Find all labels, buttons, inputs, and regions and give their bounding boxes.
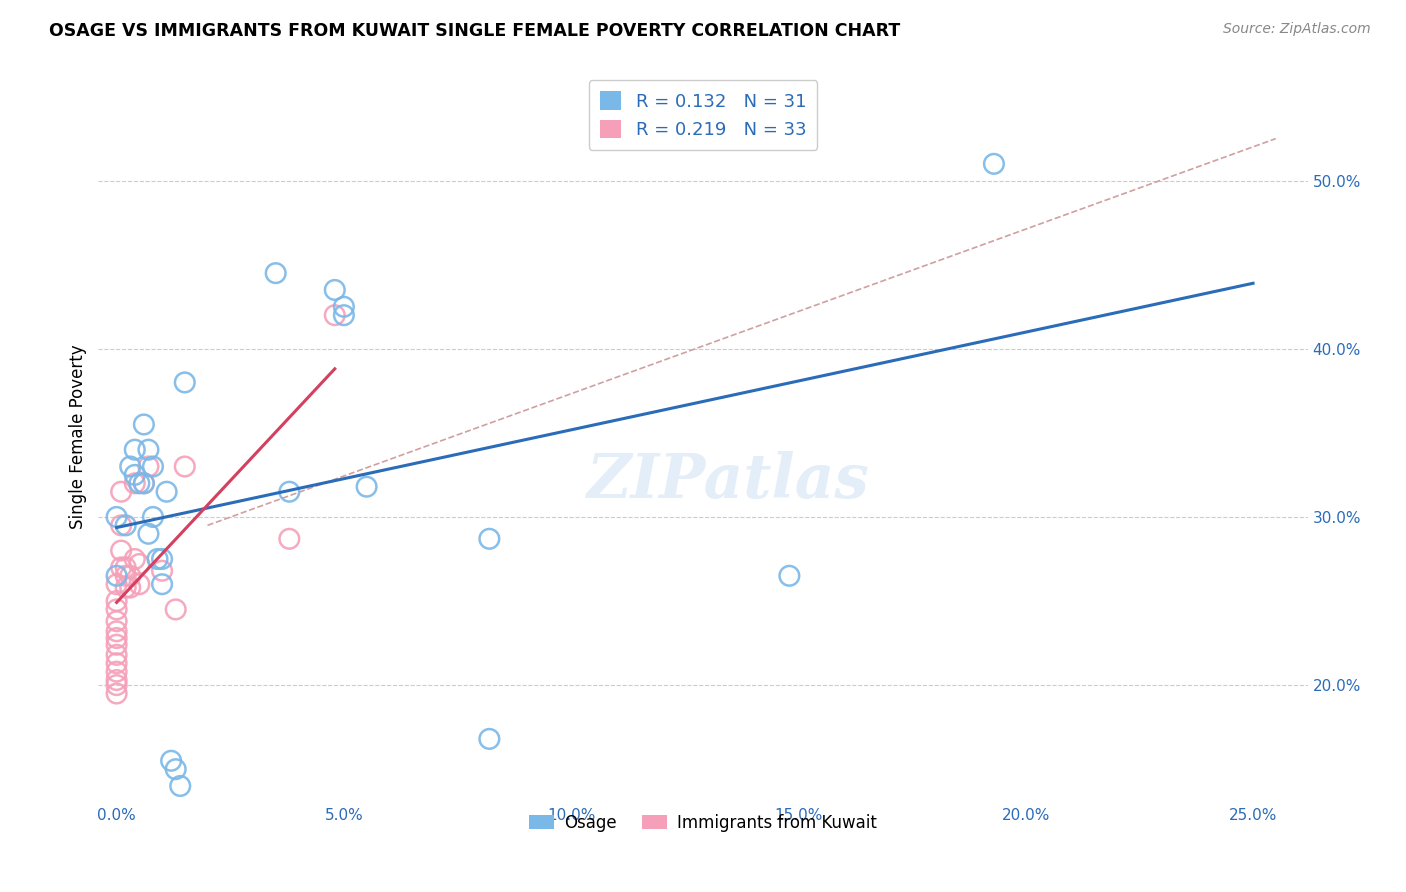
Point <box>110 518 132 533</box>
Text: Source: ZipAtlas.com: Source: ZipAtlas.com <box>1223 22 1371 37</box>
Point <box>110 560 132 574</box>
Point <box>105 614 128 628</box>
Point <box>105 594 128 608</box>
Point <box>983 157 1005 171</box>
Point <box>132 417 155 432</box>
Point <box>160 754 183 768</box>
Point <box>105 686 128 700</box>
Point <box>124 442 146 457</box>
Point <box>333 308 356 322</box>
Point <box>165 762 187 776</box>
Point <box>114 560 136 574</box>
Point <box>105 624 128 639</box>
Point <box>356 480 378 494</box>
Point <box>138 459 160 474</box>
Point <box>778 569 800 583</box>
Point <box>105 602 128 616</box>
Point <box>110 484 132 499</box>
Point <box>128 577 150 591</box>
Point <box>124 476 146 491</box>
Point <box>173 459 195 474</box>
Point <box>138 526 160 541</box>
Point <box>264 266 287 280</box>
Point <box>105 665 128 679</box>
Point <box>155 484 177 499</box>
Point <box>150 577 173 591</box>
Point <box>105 577 128 591</box>
Point <box>478 532 501 546</box>
Point <box>142 459 165 474</box>
Point <box>105 569 128 583</box>
Point <box>169 779 191 793</box>
Point <box>323 308 346 322</box>
Point <box>146 552 169 566</box>
Point <box>105 678 128 692</box>
Point <box>333 300 356 314</box>
Point <box>165 602 187 616</box>
Point <box>278 484 301 499</box>
Point <box>110 543 132 558</box>
Point <box>105 510 128 524</box>
Text: ZIPatlas: ZIPatlas <box>586 451 869 511</box>
Point <box>120 581 142 595</box>
Y-axis label: Single Female Poverty: Single Female Poverty <box>69 345 87 529</box>
Point <box>138 442 160 457</box>
Point <box>105 673 128 687</box>
Point <box>124 552 146 566</box>
Point <box>132 476 155 491</box>
Point <box>478 731 501 746</box>
Point <box>120 459 142 474</box>
Legend: Osage, Immigrants from Kuwait: Osage, Immigrants from Kuwait <box>523 807 883 838</box>
Point <box>120 569 142 583</box>
Point <box>114 518 136 533</box>
Point <box>150 564 173 578</box>
Point <box>142 510 165 524</box>
Point <box>323 283 346 297</box>
Point <box>173 376 195 390</box>
Point <box>114 581 136 595</box>
Point <box>105 657 128 671</box>
Point <box>105 648 128 662</box>
Text: OSAGE VS IMMIGRANTS FROM KUWAIT SINGLE FEMALE POVERTY CORRELATION CHART: OSAGE VS IMMIGRANTS FROM KUWAIT SINGLE F… <box>49 22 900 40</box>
Point <box>128 557 150 571</box>
Point <box>128 476 150 491</box>
Point <box>105 638 128 652</box>
Point <box>124 467 146 482</box>
Point <box>150 552 173 566</box>
Point <box>278 532 301 546</box>
Point <box>132 476 155 491</box>
Point <box>105 631 128 645</box>
Point <box>114 569 136 583</box>
